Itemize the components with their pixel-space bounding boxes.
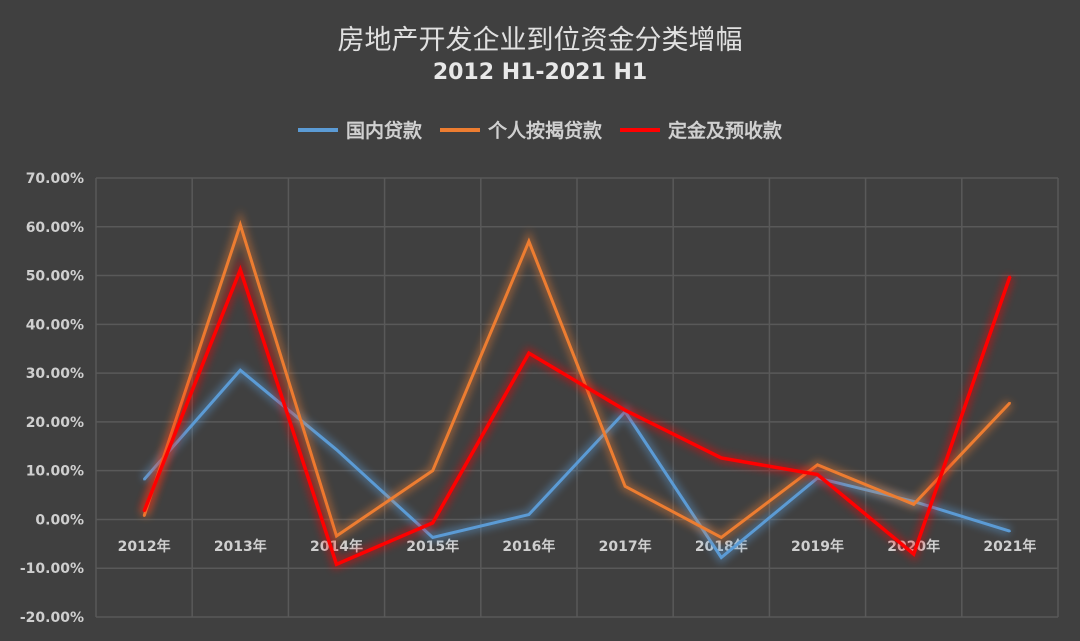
x-tick-label: 2021年 [983,538,1036,555]
data-point [624,485,627,488]
legend-item: 个人按揭贷款 [439,116,602,143]
legend-label: 个人按揭贷款 [487,120,602,142]
data-point [239,223,242,226]
x-tick-label: 2015年 [406,538,459,555]
series-line-3 [142,264,1012,567]
data-point [720,456,723,459]
x-tick-label: 2012年 [118,538,171,555]
data-point [816,473,819,476]
data-point [527,513,530,516]
data-point [239,268,242,271]
x-tick-label: 2017年 [599,538,652,555]
x-tick-label: 2019年 [791,538,844,555]
data-point [431,469,434,472]
y-tick-label: 40.00% [26,317,84,333]
data-point [431,536,434,539]
x-tick-label: 2014年 [310,538,363,555]
data-point [335,535,338,538]
y-tick-label: 70.00% [26,171,84,187]
data-point [1008,530,1011,533]
data-point [431,521,434,524]
x-tick-label: 2016年 [502,538,555,555]
y-tick-label: -20.00% [20,610,84,626]
legend-label: 定金及预收款 [668,120,783,142]
legend: 国内贷款 个人按揭贷款 定金及预收款 [0,116,1080,143]
data-point [1008,401,1011,404]
y-tick-label: 60.00% [26,220,84,236]
data-point [816,463,819,466]
series-line-2 [142,219,1011,540]
data-point [335,448,338,451]
chart-subtitle: 2012 H1-2021 H1 [432,60,648,85]
y-tick-label: 0.00% [35,512,84,528]
data-point [720,536,723,539]
y-tick-label: 50.00% [26,269,84,285]
data-point [143,515,146,518]
data-point [335,563,338,566]
legend-label: 国内贷款 [345,120,422,142]
data-point [720,556,723,559]
data-point [527,352,530,355]
y-tick-label: 20.00% [26,415,84,431]
data-point [1008,275,1011,278]
y-tick-label: 10.00% [26,464,84,480]
data-point [912,553,915,556]
data-point [143,510,146,513]
y-tick-label: -10.00% [20,561,84,577]
x-tick-label: 2013年 [214,538,267,555]
data-point [912,503,915,506]
chart-title: 房地产开发企业到位资金分类增幅 [337,25,743,56]
legend-swatch [297,127,338,132]
data-point [239,369,242,372]
data-point [143,478,146,481]
data-point [527,240,530,243]
legend-item: 国内贷款 [297,116,422,143]
legend-swatch [439,127,480,132]
y-tick-label: 30.00% [26,366,84,382]
data-point [624,409,627,412]
legend-swatch [620,127,660,132]
legend-item: 定金及预收款 [620,116,782,143]
